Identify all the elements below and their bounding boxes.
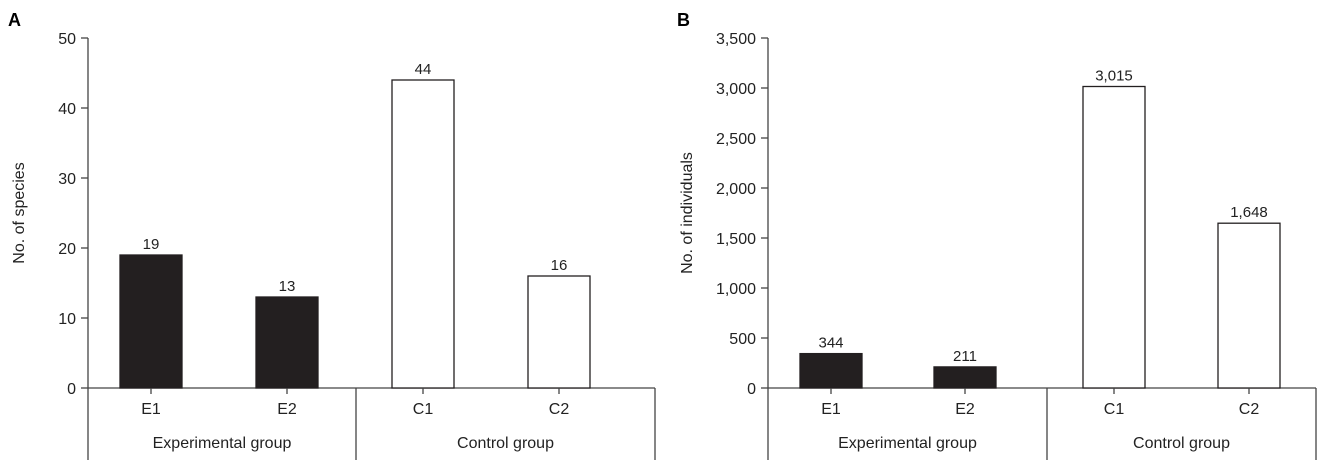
group-label: Experimental group	[838, 435, 977, 452]
bar-c1	[391, 79, 455, 389]
y-tick-label: 2,500	[716, 131, 756, 148]
chart-panel-a: 0 10 20 30 40 50 No. of species 19 E1 13 E2 44 C1 16 C…	[11, 31, 656, 460]
group-label: Experimental group	[153, 435, 292, 452]
y-tick-label: 0	[747, 381, 756, 398]
x-tick-label-e2: E2	[277, 401, 297, 418]
panel-b-letter: B	[677, 10, 690, 30]
bar-e2	[255, 296, 319, 389]
bar-c2	[527, 275, 591, 389]
y-axis-label: No. of species	[11, 162, 28, 263]
y-tick-label: 30	[58, 171, 76, 188]
data-label-c2: 1,648	[1230, 204, 1268, 221]
y-tick-label: 40	[58, 101, 76, 118]
data-label-c2: 16	[551, 257, 568, 274]
y-tick-label: 500	[729, 331, 756, 348]
bar-e1	[799, 352, 863, 389]
data-label-e1: 344	[818, 335, 843, 352]
bar-e2	[933, 366, 997, 389]
bar-c2	[1217, 222, 1281, 389]
y-axis-label: No. of individuals	[679, 152, 696, 274]
data-label-c1: 3,015	[1095, 68, 1133, 85]
group-label: Control group	[1133, 435, 1230, 452]
y-tick-label: 0	[67, 381, 76, 398]
data-label-c1: 44	[415, 61, 432, 78]
x-tick-label-e1: E1	[821, 401, 841, 418]
data-label-e1: 19	[143, 236, 160, 253]
x-tick-label-e2: E2	[955, 401, 975, 418]
data-label-e2: 211	[953, 348, 977, 365]
data-label-e2: 13	[279, 278, 296, 295]
y-tick-label: 1,000	[716, 281, 756, 298]
y-tick-label: 3,000	[716, 81, 756, 98]
y-tick-label: 3,500	[716, 31, 756, 48]
y-tick-label: 20	[58, 241, 76, 258]
x-tick-label-c2: C2	[549, 401, 570, 418]
group-label: Control group	[457, 435, 554, 452]
panel-a-letter: A	[8, 10, 21, 30]
x-tick-label-c1: C1	[413, 401, 434, 418]
x-tick-label-c1: C1	[1104, 401, 1125, 418]
x-tick-label-e1: E1	[141, 401, 161, 418]
bar-c1	[1082, 85, 1146, 389]
chart-panel-b: 0 500 1,000 1,500 2,000 2,500 3,000 3,500 No. of…	[679, 31, 1317, 460]
x-tick-label-c2: C2	[1239, 401, 1260, 418]
y-tick-label: 2,000	[716, 181, 756, 198]
y-tick-label: 10	[58, 311, 76, 328]
y-tick-label: 1,500	[716, 231, 756, 248]
y-tick-label: 50	[58, 31, 76, 48]
bar-e1	[119, 254, 183, 389]
